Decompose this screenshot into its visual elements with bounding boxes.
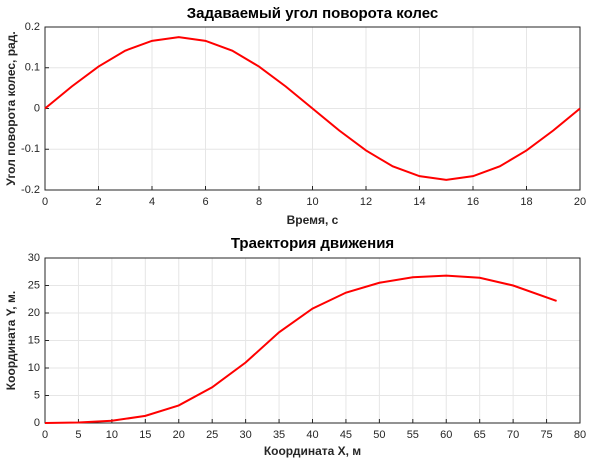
chart-title: Задаваемый угол поворота колес	[187, 5, 438, 22]
x-axis-label: Время, с	[287, 213, 339, 227]
plot-frame	[44, 257, 581, 424]
y-tick-label: 0.1	[25, 62, 40, 74]
x-tick-label: 40	[306, 429, 318, 441]
x-tick-label: 20	[574, 196, 586, 208]
y-tick-label: 5	[34, 389, 40, 401]
chart-title: Траектория движения	[231, 235, 394, 252]
x-tick-label: 10	[306, 196, 318, 208]
data-line	[44, 274, 557, 424]
x-tick-label: 80	[574, 429, 586, 441]
x-tick-label: 20	[173, 429, 185, 441]
x-tick-label: 2	[95, 196, 101, 208]
x-tick-label: 15	[139, 429, 151, 441]
x-tick-label: 8	[256, 196, 262, 208]
y-tick-label: -0.2	[21, 184, 40, 196]
y-tick-label: 0	[34, 102, 40, 114]
x-tick-label: 60	[440, 429, 452, 441]
x-tick-label: 4	[149, 196, 155, 208]
x-tick-label: 16	[467, 196, 479, 208]
y-tick-label: 30	[28, 252, 40, 264]
x-axis-label: Координата X, м	[264, 444, 361, 458]
y-axis-label: Координата Y, м.	[4, 291, 18, 390]
y-tick-label: 10	[28, 362, 40, 374]
x-tick-label: 25	[206, 429, 218, 441]
x-tick-label: 75	[540, 429, 552, 441]
x-tick-label: 0	[42, 196, 48, 208]
x-tick-label: 10	[106, 429, 118, 441]
x-tick-label: 30	[240, 429, 252, 441]
x-tick-label: 55	[407, 429, 419, 441]
y-axis-label: Угол поворота колес, рад.	[4, 31, 18, 185]
y-tick-label: -0.1	[21, 143, 40, 155]
x-tick-label: 70	[507, 429, 519, 441]
y-tick-label: 0	[34, 417, 40, 429]
x-tick-label: 50	[373, 429, 385, 441]
x-tick-label: 5	[75, 429, 81, 441]
x-tick-label: 12	[360, 196, 372, 208]
x-tick-label: 14	[413, 196, 425, 208]
x-tick-label: 0	[42, 429, 48, 441]
y-tick-label: 0.2	[25, 21, 40, 33]
y-tick-label: 20	[28, 307, 40, 319]
x-tick-label: 6	[202, 196, 208, 208]
x-tick-label: 18	[520, 196, 532, 208]
x-tick-label: 35	[273, 429, 285, 441]
y-tick-label: 15	[28, 334, 40, 346]
x-tick-label: 65	[474, 429, 486, 441]
y-tick-label: 25	[28, 279, 40, 291]
data-line	[44, 36, 581, 181]
x-tick-label: 45	[340, 429, 352, 441]
